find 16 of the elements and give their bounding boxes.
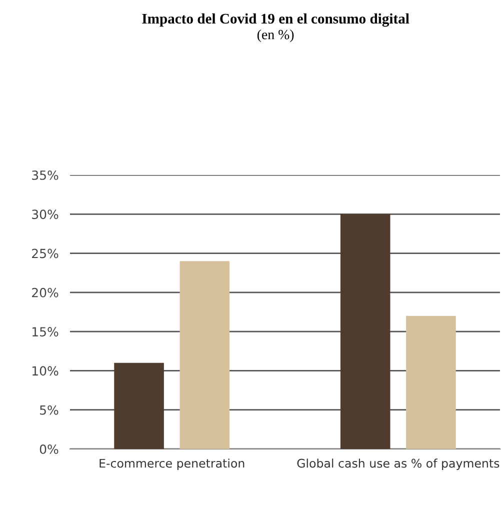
y-tick-label: 35% <box>32 170 58 180</box>
y-tick-label: 15% <box>32 327 58 336</box>
chart-subtitle: (en %) <box>257 30 294 42</box>
x-tick-label: E-commerce penetration <box>100 458 244 470</box>
x-tick-label: Global cash use as % of payments <box>297 458 500 470</box>
y-tick-label: 30% <box>32 210 58 220</box>
y-tick-label: 0% <box>40 444 58 454</box>
bar <box>340 214 390 449</box>
bar <box>406 316 456 449</box>
bar <box>114 362 164 449</box>
y-tick-label: 25% <box>32 248 58 258</box>
y-tick-label: 5% <box>40 405 58 415</box>
bar <box>180 261 230 449</box>
chart-title: Impacto del Covid 19 en el consumo digital <box>142 13 410 27</box>
y-tick-label: 10% <box>32 366 58 376</box>
y-tick-label: 20% <box>32 288 58 298</box>
